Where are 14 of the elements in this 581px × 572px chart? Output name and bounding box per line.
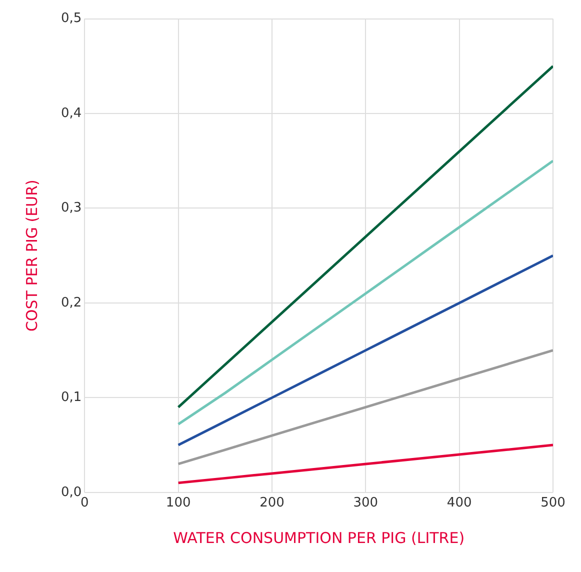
x-axis-title: WATER CONSUMPTION PER PIG (LITRE) bbox=[173, 528, 465, 547]
x-tick-label: 300 bbox=[353, 496, 378, 511]
x-tick-label: 400 bbox=[446, 496, 472, 511]
y-tick-label: 0,2 bbox=[60, 295, 82, 310]
y-axis-title: COST PER PIG (EUR) bbox=[22, 180, 41, 332]
x-tick-label: 100 bbox=[166, 496, 191, 511]
y-tick-label: 0,1 bbox=[60, 390, 82, 406]
x-tick-label: 500 bbox=[540, 496, 566, 511]
y-tick-label: 0,5 bbox=[60, 11, 82, 26]
y-tick-label: 0,4 bbox=[60, 106, 82, 121]
y-tick-label: 0,3 bbox=[60, 200, 82, 216]
x-tick-label: 0 bbox=[80, 496, 89, 511]
y-tick-label: 0,0 bbox=[60, 484, 82, 500]
x-tick-label: 200 bbox=[260, 496, 284, 511]
